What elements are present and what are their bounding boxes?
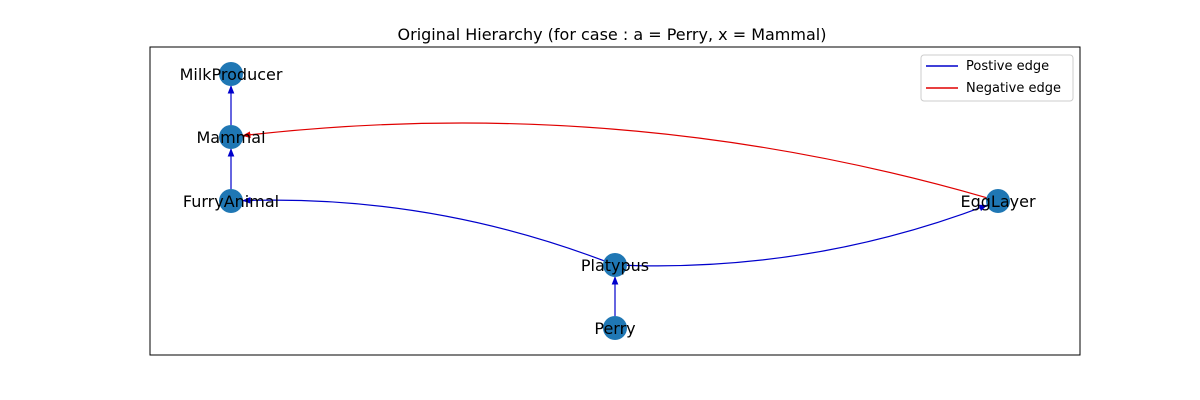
legend: Postive edge Negative edge — [920, 54, 1074, 102]
node-mammal — [219, 125, 243, 149]
plot-frame — [149, 46, 1081, 356]
legend-positive-label: Postive edge — [966, 59, 1049, 74]
node-milkproducer — [219, 62, 243, 86]
edge-egglayer-to-mammal — [242, 122, 987, 199]
node-egglayer — [986, 189, 1010, 213]
figure-title: Original Hierarchy (for case : a = Perry… — [398, 25, 827, 44]
legend-box — [920, 54, 1074, 102]
node-label-mammal: Mammal — [196, 128, 265, 147]
node-platypus — [603, 253, 627, 277]
node-label-egglayer: EggLayer — [960, 192, 1035, 211]
edge-platypus-to-furryanimal — [242, 197, 604, 262]
node-label-perry: Perry — [594, 319, 635, 338]
node-label-platypus: Platypus — [581, 256, 649, 275]
node-perry — [603, 316, 627, 340]
labels-layer: MilkProducer Mammal FurryAnimal EggLayer Pla… — [180, 65, 1036, 338]
node-furryanimal — [219, 189, 243, 213]
nodes-layer — [219, 62, 1010, 340]
edge-platypus-to-egglayer — [626, 204, 988, 267]
node-label-milkproducer: MilkProducer — [180, 65, 283, 84]
legend-negative-label: Negative edge — [966, 81, 1061, 96]
node-label-furryanimal: FurryAnimal — [183, 192, 279, 211]
edges-layer — [227, 85, 988, 317]
